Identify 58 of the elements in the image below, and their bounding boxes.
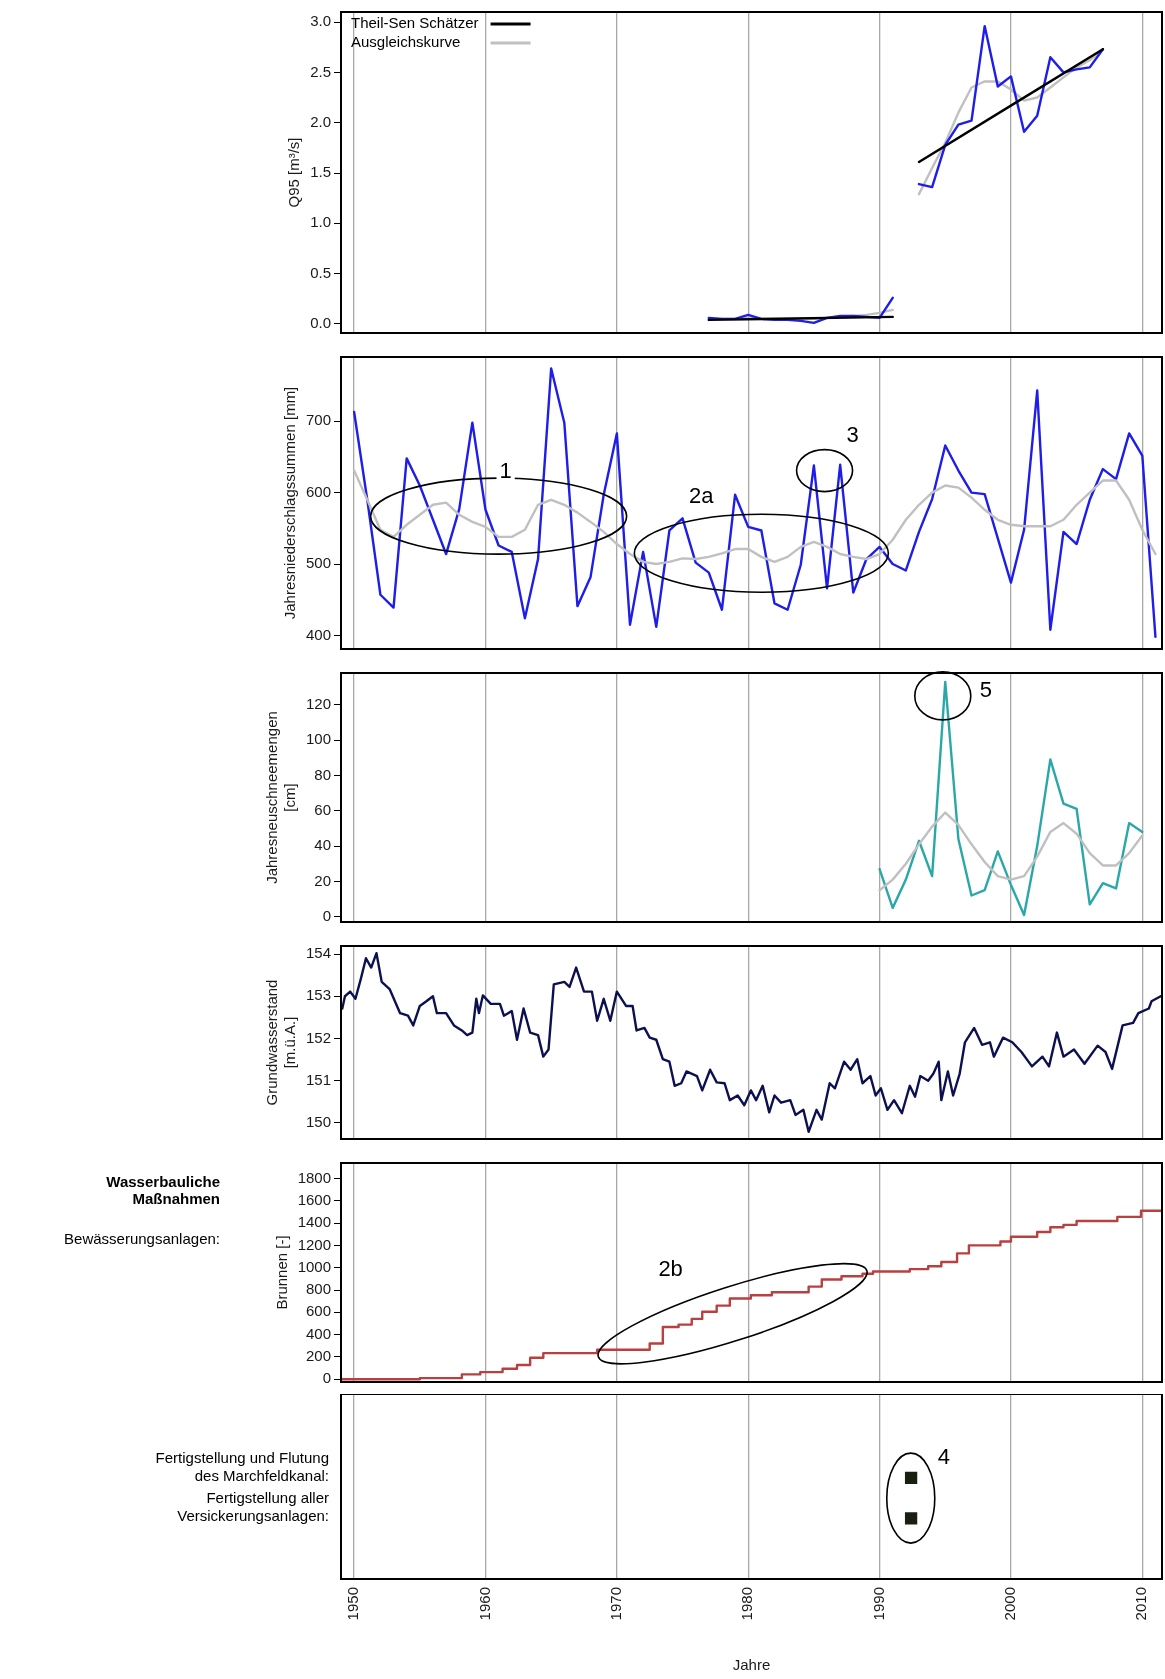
- y-tick-label: 60: [314, 800, 331, 818]
- y-tick-label: 800: [305, 1280, 331, 1298]
- text: Fertigstellung und Flutung des Marchfeldkanal:: [155, 1449, 329, 1485]
- y-tick-label: 20: [314, 871, 331, 889]
- x-tick-label: 1970: [607, 1587, 624, 1621]
- x-tick-label: 1990: [869, 1587, 887, 1621]
- legend-label: Ausgleichskurve: [351, 33, 461, 51]
- y-tick-label: 600: [305, 1302, 331, 1320]
- y-tick-label: 100: [305, 730, 331, 748]
- text: Wasserbauliche Maßnahmen: [106, 1173, 220, 1208]
- y-tick-label: 1.5: [310, 163, 331, 181]
- y-tick-label: 1200: [297, 1235, 331, 1253]
- y-tick-label: 153: [305, 986, 331, 1004]
- x-tick-label: 2000: [1001, 1587, 1019, 1621]
- y-tick-label: 400: [305, 625, 331, 643]
- y-tick-label: 151: [305, 1070, 331, 1088]
- y-tick-label: 2.5: [310, 62, 331, 80]
- y-tick-label: 1400: [297, 1213, 331, 1231]
- text: 4: [937, 1444, 950, 1470]
- y-tick-label: 0: [322, 1369, 331, 1387]
- annotation: 2b: [658, 1255, 683, 1281]
- annotation: 3: [846, 421, 859, 447]
- y-tick-label: 40: [314, 836, 331, 854]
- legend-label: Theil-Sen Schätzer: [351, 14, 479, 32]
- y-tick-label: 80: [314, 765, 331, 783]
- x-tick-label: 1950: [344, 1587, 362, 1621]
- y-tick-label: 152: [305, 1028, 331, 1046]
- y-tick-label: 1000: [297, 1257, 331, 1275]
- y-tick-label: 2.0: [310, 112, 331, 130]
- y-tick-label: 0.5: [310, 263, 331, 281]
- y-tick-label: 1800: [297, 1168, 331, 1186]
- x-tick-label: 2010: [1132, 1587, 1150, 1621]
- y-axis-title: Brunnen [-]: [272, 1235, 290, 1310]
- y-tick-label: 400: [305, 1324, 331, 1342]
- text: Bewässerungsanlagen:: [64, 1230, 220, 1248]
- y-tick-label: 1.0: [310, 213, 331, 231]
- x-tick-label: 1980: [738, 1587, 756, 1621]
- y-tick-label: 0.0: [310, 314, 331, 332]
- y-axis-title: Jahresneuschneemengen [cm]: [263, 711, 299, 884]
- y-tick-label: 0: [322, 906, 331, 924]
- annotation: 5: [979, 676, 992, 702]
- y-axis-title: Jahresniederschlagssummen [mm]: [281, 386, 299, 620]
- annotation: 1: [499, 458, 512, 484]
- y-tick-label: 1600: [297, 1191, 331, 1209]
- y-axis-title: Grundwasserstand [m.ü.A.]: [263, 979, 299, 1106]
- y-tick-label: 120: [305, 694, 331, 712]
- y-tick-label: 500: [305, 554, 331, 572]
- annotation: 2a: [689, 483, 715, 509]
- text: Fertigstellung aller Versickerungsanlagen:: [177, 1489, 329, 1525]
- y-tick-label: 154: [305, 944, 331, 962]
- y-tick-label: 150: [305, 1113, 331, 1131]
- x-axis-title: Jahre: [732, 1656, 771, 1674]
- y-tick-label: 200: [305, 1347, 331, 1365]
- y-tick-label: 3.0: [310, 12, 331, 30]
- x-tick-label: 1960: [475, 1587, 493, 1621]
- y-axis-title: Q95 [m³/s]: [285, 137, 303, 208]
- y-tick-label: 600: [305, 482, 331, 500]
- y-tick-label: 700: [305, 411, 331, 429]
